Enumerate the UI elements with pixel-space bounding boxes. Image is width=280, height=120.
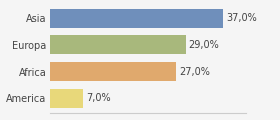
- Bar: [50, 89, 83, 108]
- Bar: [50, 35, 186, 54]
- Text: 29,0%: 29,0%: [188, 40, 219, 50]
- Bar: [50, 62, 176, 81]
- Text: 37,0%: 37,0%: [226, 13, 256, 23]
- Bar: [50, 9, 223, 28]
- Text: 27,0%: 27,0%: [179, 66, 210, 77]
- Text: 7,0%: 7,0%: [86, 93, 111, 103]
